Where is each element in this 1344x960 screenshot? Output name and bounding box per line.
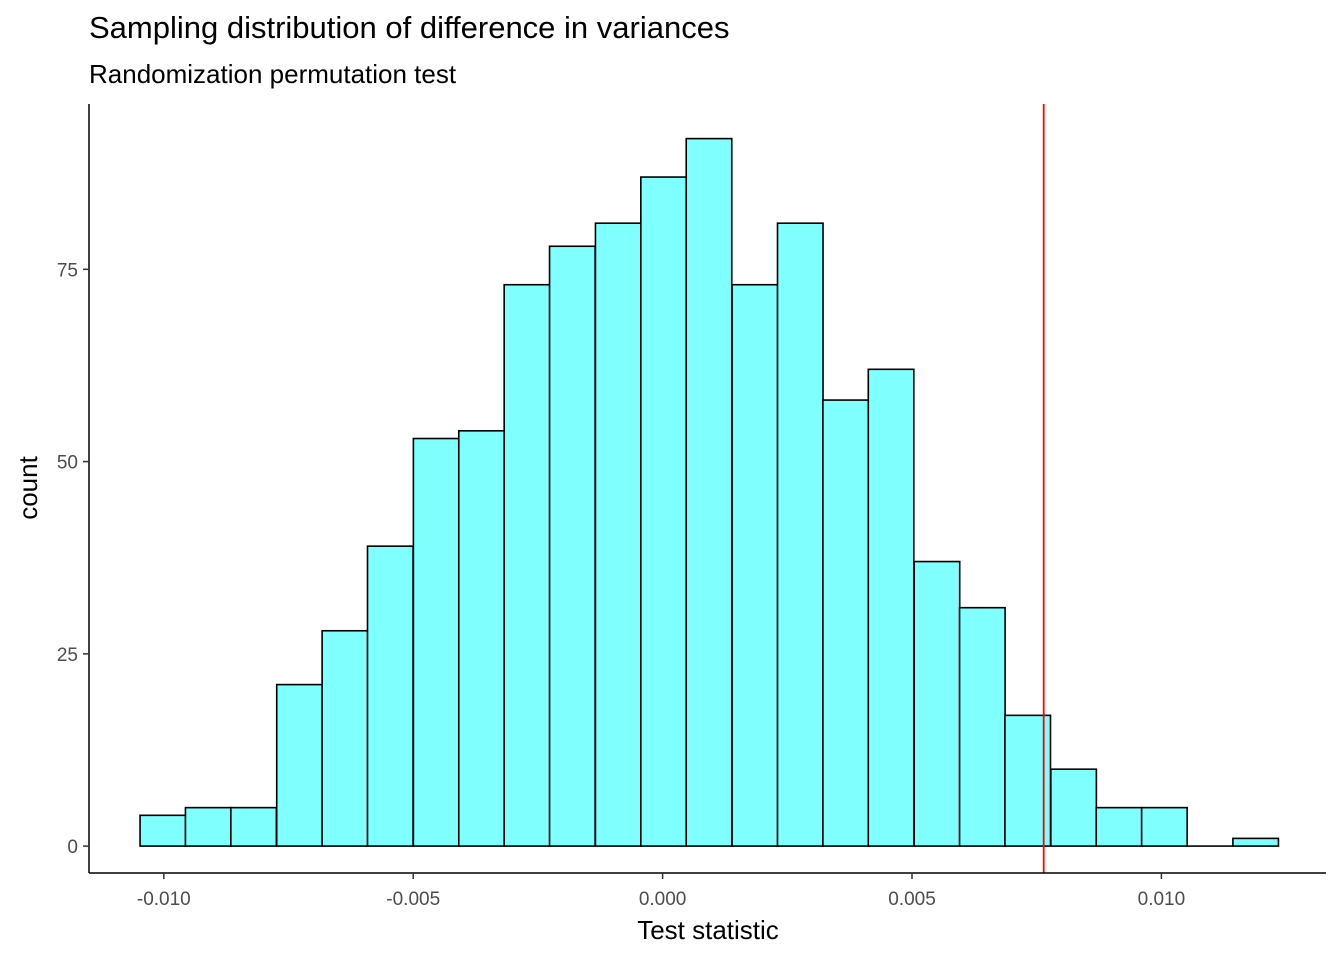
y-tick-label: 75 <box>57 260 78 281</box>
histogram-bar <box>548 245 596 847</box>
histogram-bar <box>503 283 551 847</box>
histogram-bar <box>230 806 278 847</box>
x-tick-label: 0.010 <box>1138 889 1186 910</box>
histogram-bar <box>958 606 1006 847</box>
x-axis-title: Test statistic <box>637 915 779 945</box>
histogram-bar <box>867 368 915 847</box>
bars-layer <box>139 137 1280 847</box>
histogram-bar <box>139 814 187 847</box>
histogram-bar <box>594 222 642 847</box>
histogram-bar <box>457 430 506 847</box>
histogram-bar <box>1095 806 1143 847</box>
histogram-bar <box>731 283 779 847</box>
chart-subtitle: Randomization permutation test <box>89 59 457 89</box>
y-tick-label: 50 <box>57 453 78 474</box>
x-tick-label: -0.005 <box>386 889 440 910</box>
histogram-bar <box>685 137 733 847</box>
histogram-bar <box>640 176 688 847</box>
x-tick-label: 0.005 <box>888 889 936 910</box>
histogram-bar <box>1232 837 1280 847</box>
histogram-bar <box>412 437 460 847</box>
histogram-bar <box>184 806 232 847</box>
histogram-bar <box>822 399 870 847</box>
histogram-bar <box>366 545 414 847</box>
chart-title: Sampling distribution of difference in v… <box>89 10 730 45</box>
histogram-bar <box>1050 768 1098 847</box>
x-tick-label: 0.000 <box>639 889 687 910</box>
histogram-bar <box>275 683 324 847</box>
y-tick-label: 0 <box>67 837 78 858</box>
y-axis-title: count <box>13 455 43 519</box>
histogram-bar <box>776 222 824 847</box>
y-tick-label: 25 <box>57 645 78 666</box>
histogram-bar <box>913 560 961 847</box>
histogram-bar <box>321 629 369 847</box>
axes-layer <box>88 104 1326 874</box>
x-tick-label: -0.010 <box>137 889 191 910</box>
histogram-bar <box>1140 806 1188 847</box>
ticks-layer: -0.010 -0.005 0.000 0.005 0.010 0 25 50 75 <box>57 260 1185 910</box>
